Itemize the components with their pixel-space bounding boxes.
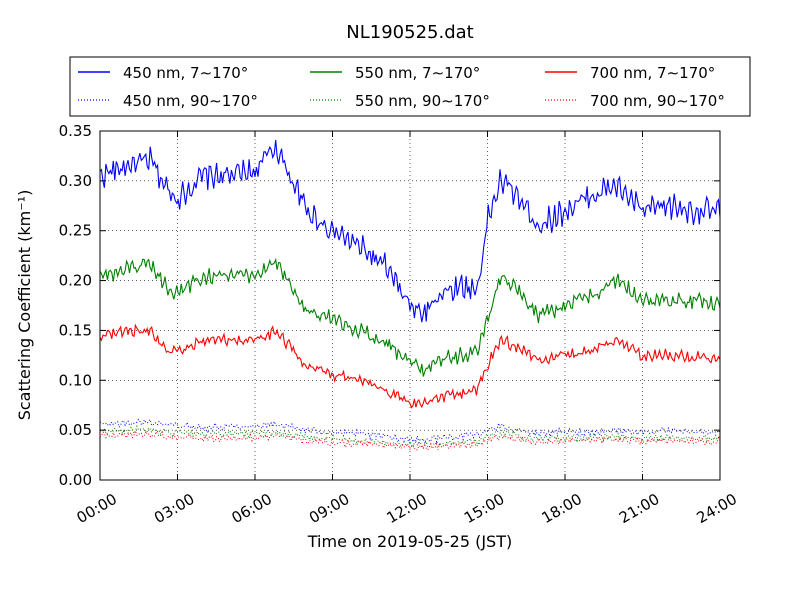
legend-label: 700 nm, 90∼170° (590, 92, 725, 110)
series-line-4 (99, 323, 721, 409)
plot-area: 00:00 03:00 06:00 09:00 12:00 15:00 18:00 21:00… (59, 122, 740, 527)
y-tick-label: 0.25 (59, 222, 92, 240)
series-line-3 (99, 424, 721, 450)
series-line-5 (99, 429, 721, 451)
chart-title: NL190525.dat (346, 22, 473, 43)
x-tick-label: 18:00 (539, 490, 585, 527)
y-tick-label: 0.05 (59, 421, 92, 439)
x-tick-label: 00:00 (74, 490, 120, 527)
x-tick-label: 06:00 (229, 490, 275, 527)
y-tick-label: 0.20 (59, 272, 92, 290)
series-line-2 (99, 257, 721, 377)
x-tick-label: 09:00 (306, 490, 352, 527)
legend-label: 700 nm, 7∼170° (590, 64, 715, 82)
x-tick-label: 03:00 (151, 490, 197, 527)
y-tick-label: 0.00 (59, 471, 92, 489)
legend-label: 450 nm, 7∼170° (123, 64, 248, 82)
x-axis-label: Time on 2019-05-25 (JST) (307, 532, 512, 551)
y-tick-label: 0.35 (59, 122, 92, 140)
x-tick-label: 21:00 (616, 490, 662, 527)
x-tick-label: 12:00 (384, 490, 430, 527)
legend-label: 550 nm, 90∼170° (355, 92, 490, 110)
y-tick-label: 0.30 (59, 172, 92, 190)
legend: 450 nm, 7∼170° 550 nm, 7∼170° 700 nm, 7∼17… (69, 56, 751, 117)
series-line-1 (99, 418, 721, 446)
legend-box (69, 56, 751, 117)
series-line-0 (99, 139, 721, 323)
x-tick-label: 24:00 (694, 490, 740, 527)
legend-label: 550 nm, 7∼170° (355, 64, 480, 82)
legend-label: 450 nm, 90∼170° (123, 92, 258, 110)
y-tick-label: 0.15 (59, 321, 92, 339)
x-tick-label: 15:00 (461, 490, 507, 527)
y-tick-label: 0.10 (59, 371, 92, 389)
y-axis-label: Scattering Coefficient (km⁻¹) (15, 190, 34, 421)
